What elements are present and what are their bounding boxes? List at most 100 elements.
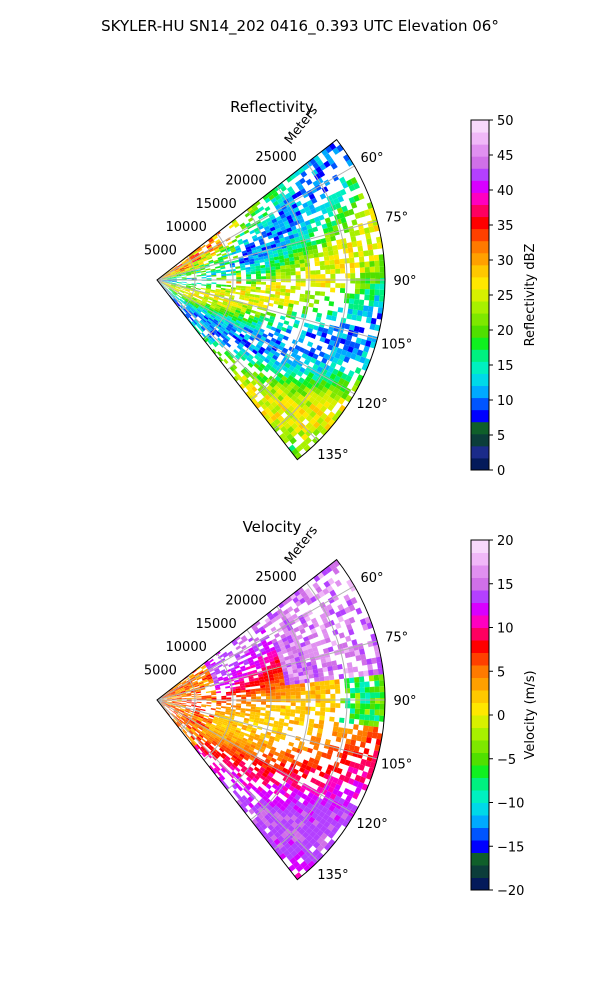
radar-gate [258,720,264,725]
radar-gate [235,690,241,694]
radar-gate [316,409,324,417]
radar-gate [208,765,214,771]
radar-gate [213,767,219,773]
radar-gate [210,330,215,336]
radar-gate [245,784,252,791]
radar-gate [233,313,239,318]
radar-gate [214,317,220,322]
radar-gate [161,276,167,279]
radar-gate [233,348,239,355]
colorbar-tick-label: 35 [497,219,514,234]
radar-gate [175,705,181,708]
radar-gate [205,672,211,677]
radar-gate [243,297,250,302]
range-tick-label: 10000 [166,220,207,235]
range-tick-label: 15000 [195,617,236,632]
radar-gate [181,680,186,684]
radar-gate [210,314,216,319]
colorbar-tick-label: −20 [497,884,524,899]
radar-gate [240,667,247,672]
radar-gate [170,294,175,299]
radar-gate [197,717,203,721]
radar-gate [265,731,272,736]
radar-gate [186,273,192,276]
radar-gate [346,623,353,631]
radar-gate [199,685,205,689]
radar-gate [355,698,361,704]
radar-gate [202,337,208,343]
radar-gate [363,227,370,234]
radar-gate [307,591,315,599]
radar-gate [310,735,317,741]
radar-gate [176,682,182,686]
radar-gate [242,317,248,322]
radar-gate [379,272,385,279]
radar-gate [308,718,315,724]
radar-gate [304,640,311,646]
radar-gate [329,391,337,400]
radar-gate [218,257,224,262]
radar-gate [320,832,328,841]
radar-gate [345,351,352,358]
radar-gate [281,229,288,235]
radar-gate [360,703,366,710]
radar-gate [295,600,302,607]
radar-gate [225,762,232,768]
radar-gate [206,284,212,287]
radar-gate [254,822,262,829]
radar-gate [291,193,298,200]
radar-gate [247,637,254,643]
radar-gate [277,668,283,674]
radar-gate [327,831,336,839]
radar-gate [200,319,206,324]
radar-gate [235,654,241,659]
radar-gate [198,263,205,266]
radar-gate [368,720,375,727]
radar-gate [261,742,268,748]
radar-gate [294,418,302,427]
radar-gate [234,354,241,360]
radar-gate [161,696,167,699]
radar-gate [240,290,246,294]
radar-gate [192,259,198,263]
radar-gate [275,734,281,739]
reflectivity-azimuth-labels: 60°75°90°105°120°135° [317,151,416,463]
radar-gate [362,310,368,318]
azimuth-spoke [156,640,378,701]
radar-gate [293,626,300,633]
radar-gate [186,274,192,276]
radar-gate [261,816,268,824]
radar-gate [280,275,286,279]
radar-gate [226,745,233,750]
radar-gate [315,640,322,647]
radar-gate [173,290,178,294]
radar-gate [268,674,274,679]
radar-gate [181,715,187,720]
radar-gate [303,636,310,642]
radar-gate [330,220,338,227]
radar-gate [264,659,270,664]
radar-gate [204,322,209,328]
radar-gate [326,221,333,228]
radar-gate [196,257,202,261]
radar-gate [249,373,256,380]
radar-gate [246,776,252,783]
radar-gate [241,250,248,254]
radar-gate [280,240,286,246]
radar-gate [236,272,242,276]
radar-gate [217,663,223,668]
radar-gate [193,325,198,331]
radar-gate [183,264,189,268]
radar-gate [176,700,182,702]
radar-gate [265,710,271,714]
radar-gate [308,673,315,679]
radar-gate [261,666,267,671]
radar-gate [228,223,235,229]
radar-gate [234,766,241,773]
radar-gate [244,682,250,686]
radar-gate [267,830,275,838]
radar-gate [275,708,281,712]
radar-gate [211,697,217,700]
radar-gate [250,709,256,713]
radar-gate [264,684,271,688]
